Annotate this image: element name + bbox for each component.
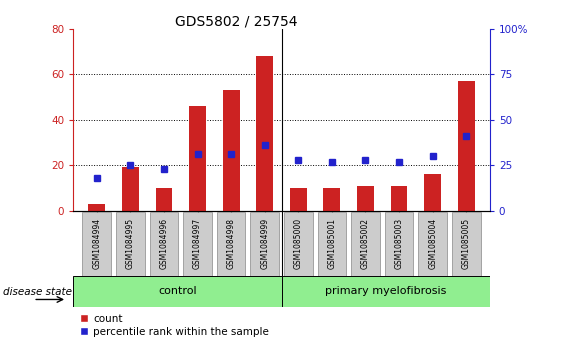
Text: primary myelofibrosis: primary myelofibrosis xyxy=(325,286,446,296)
Legend: count, percentile rank within the sample: count, percentile rank within the sample xyxy=(78,314,269,337)
Bar xyxy=(324,188,340,211)
FancyBboxPatch shape xyxy=(284,212,312,276)
Text: GSM1085002: GSM1085002 xyxy=(361,218,370,269)
FancyBboxPatch shape xyxy=(150,212,178,276)
Bar xyxy=(88,204,105,211)
FancyBboxPatch shape xyxy=(385,212,413,276)
FancyBboxPatch shape xyxy=(251,212,279,276)
Text: control: control xyxy=(158,286,196,296)
FancyBboxPatch shape xyxy=(82,212,111,276)
Text: GDS5802 / 25754: GDS5802 / 25754 xyxy=(175,15,298,29)
Bar xyxy=(357,185,374,211)
Bar xyxy=(425,174,441,211)
FancyBboxPatch shape xyxy=(73,276,282,307)
Text: GSM1085001: GSM1085001 xyxy=(328,218,337,269)
FancyBboxPatch shape xyxy=(282,276,490,307)
Text: GSM1084998: GSM1084998 xyxy=(226,218,235,269)
Text: GSM1084995: GSM1084995 xyxy=(126,218,135,269)
Bar xyxy=(155,188,172,211)
FancyBboxPatch shape xyxy=(351,212,380,276)
FancyBboxPatch shape xyxy=(418,212,447,276)
Text: GSM1084996: GSM1084996 xyxy=(159,218,168,269)
Text: GSM1084994: GSM1084994 xyxy=(92,218,101,269)
Text: GSM1085004: GSM1085004 xyxy=(428,218,437,269)
Bar xyxy=(290,188,307,211)
Bar xyxy=(256,56,273,211)
FancyBboxPatch shape xyxy=(183,212,212,276)
Bar xyxy=(223,90,239,211)
Text: GSM1085003: GSM1085003 xyxy=(395,218,404,269)
Text: disease state: disease state xyxy=(3,287,72,297)
Bar xyxy=(458,81,475,211)
Bar xyxy=(391,185,408,211)
Bar xyxy=(122,167,138,211)
Text: GSM1084999: GSM1084999 xyxy=(260,218,269,269)
FancyBboxPatch shape xyxy=(452,212,481,276)
FancyBboxPatch shape xyxy=(217,212,245,276)
Text: GSM1085005: GSM1085005 xyxy=(462,218,471,269)
Text: GSM1084997: GSM1084997 xyxy=(193,218,202,269)
FancyBboxPatch shape xyxy=(318,212,346,276)
FancyBboxPatch shape xyxy=(116,212,145,276)
Bar xyxy=(189,106,206,211)
Text: GSM1085000: GSM1085000 xyxy=(294,218,303,269)
